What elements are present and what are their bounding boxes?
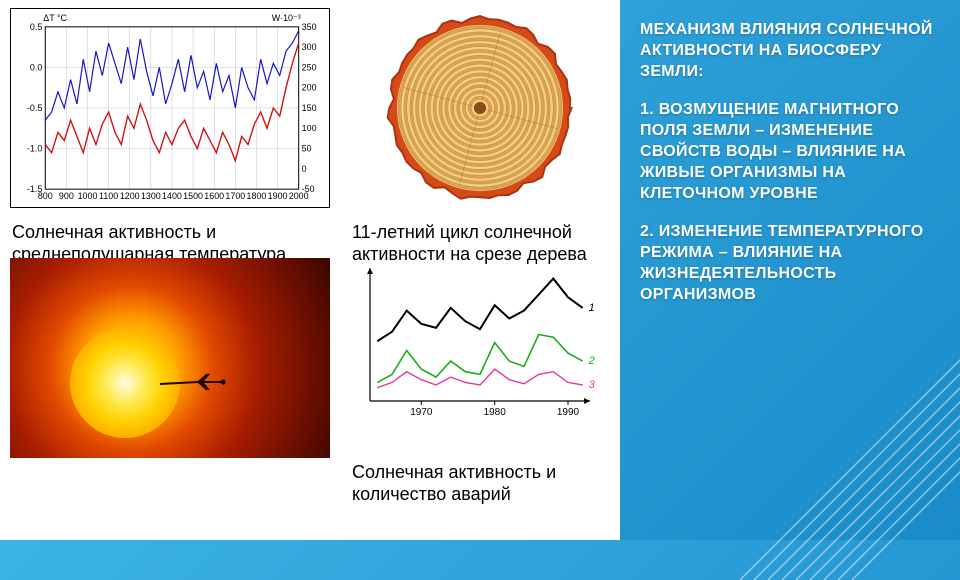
svg-text:-0.5: -0.5 <box>27 103 42 113</box>
panel-tree-ring <box>350 8 620 218</box>
svg-text:2: 2 <box>588 355 595 367</box>
airplane-icon <box>158 370 228 394</box>
svg-text:3: 3 <box>589 379 596 391</box>
svg-text:1980: 1980 <box>484 407 507 418</box>
svg-text:100: 100 <box>302 123 317 133</box>
panel-accidents: 1970 1980 1990 1 2 3 <box>350 258 620 458</box>
svg-text:1990: 1990 <box>557 407 580 418</box>
svg-text:50: 50 <box>302 144 312 154</box>
right-item-1: 1. ВОЗМУЩЕНИЕ МАГНИТНОГО ПОЛЯ ЗЕМЛИ – ИЗ… <box>640 100 940 204</box>
chart-temperature: 8009001000110012001300140015001600170018… <box>10 8 330 208</box>
svg-text:1800: 1800 <box>247 191 267 201</box>
chart-accidents: 1970 1980 1990 1 2 3 <box>350 258 610 423</box>
svg-text:1200: 1200 <box>120 191 140 201</box>
svg-text:1100: 1100 <box>99 191 118 201</box>
panel-sun <box>10 258 340 458</box>
right-item-2: 2. ИЗМЕНЕНИЕ ТЕМПЕРАТУРНОГО РЕЖИМА – ВЛИ… <box>640 222 940 305</box>
svg-text:1300: 1300 <box>141 191 161 201</box>
svg-text:0: 0 <box>302 164 307 174</box>
svg-text:1600: 1600 <box>204 191 224 201</box>
svg-text:1500: 1500 <box>183 191 203 201</box>
svg-text:-50: -50 <box>302 184 315 194</box>
svg-text:1970: 1970 <box>410 407 433 418</box>
svg-text:900: 900 <box>59 191 74 201</box>
svg-text:300: 300 <box>302 42 317 52</box>
svg-text:150: 150 <box>302 103 317 113</box>
svg-text:350: 350 <box>302 22 317 32</box>
svg-text:200: 200 <box>302 83 317 93</box>
caption-chart1: Солнечная активность и среднеполушарная … <box>10 218 340 258</box>
caption-sun-empty <box>10 458 340 498</box>
svg-text:1700: 1700 <box>225 191 245 201</box>
svg-text:1000: 1000 <box>78 191 98 201</box>
svg-text:ΔT °C: ΔT °C <box>43 13 67 23</box>
svg-text:-1.0: -1.0 <box>27 144 42 154</box>
right-text: МЕХАНИЗМ ВЛИЯНИЯ СОЛНЕЧНОЙ АКТИВНОСТИ НА… <box>640 20 940 324</box>
svg-text:0.0: 0.0 <box>30 62 42 72</box>
svg-text:1: 1 <box>589 302 595 314</box>
decorative-lines <box>740 320 960 580</box>
svg-text:0.5: 0.5 <box>30 22 42 32</box>
svg-text:1400: 1400 <box>162 191 182 201</box>
tree-ring <box>350 8 610 208</box>
right-title: МЕХАНИЗМ ВЛИЯНИЯ СОЛНЕЧНОЙ АКТИВНОСТИ НА… <box>640 20 940 82</box>
svg-text:1900: 1900 <box>268 191 288 201</box>
sun-photo <box>10 258 330 458</box>
panel-temperature: 8009001000110012001300140015001600170018… <box>10 8 340 218</box>
caption-tree: 11-летний цикл солнечной активности на с… <box>350 218 620 258</box>
svg-text:-1.5: -1.5 <box>27 184 42 194</box>
caption-accidents: Солнечная активность и количество аварий <box>350 458 620 498</box>
svg-text:W·10⁻³: W·10⁻³ <box>272 13 301 23</box>
svg-text:250: 250 <box>302 62 317 72</box>
left-panel: 8009001000110012001300140015001600170018… <box>0 0 620 540</box>
